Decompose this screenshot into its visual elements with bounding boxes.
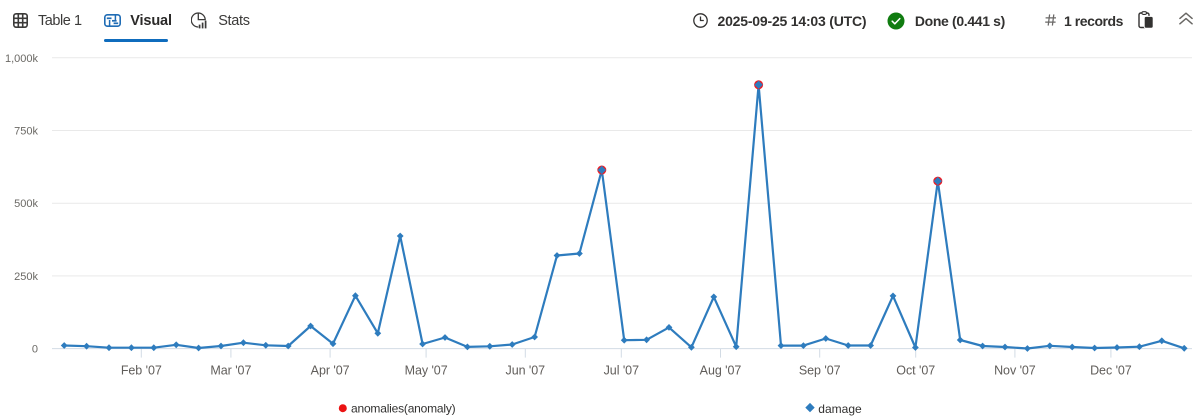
svg-text:Mar '07: Mar '07: [210, 364, 251, 378]
svg-text:Feb '07: Feb '07: [121, 364, 162, 378]
svg-text:Oct '07: Oct '07: [896, 364, 935, 378]
svg-text:May '07: May '07: [405, 364, 448, 378]
svg-text:Jun '07: Jun '07: [506, 364, 546, 378]
svg-text:damage: damage: [818, 402, 862, 416]
svg-text:Nov '07: Nov '07: [994, 364, 1036, 378]
svg-text:Sep '07: Sep '07: [799, 364, 841, 378]
svg-text:Aug '07: Aug '07: [700, 364, 742, 378]
svg-text:250k: 250k: [14, 271, 38, 283]
svg-text:Apr '07: Apr '07: [311, 364, 350, 378]
svg-text:750k: 750k: [14, 126, 38, 138]
svg-text:anomalies(anomaly): anomalies(anomaly): [351, 402, 456, 416]
svg-text:0: 0: [32, 344, 38, 356]
svg-text:1,000k: 1,000k: [5, 53, 39, 65]
svg-text:500k: 500k: [14, 198, 38, 210]
svg-text:Jul '07: Jul '07: [604, 364, 639, 378]
svg-text:Dec '07: Dec '07: [1090, 364, 1132, 378]
